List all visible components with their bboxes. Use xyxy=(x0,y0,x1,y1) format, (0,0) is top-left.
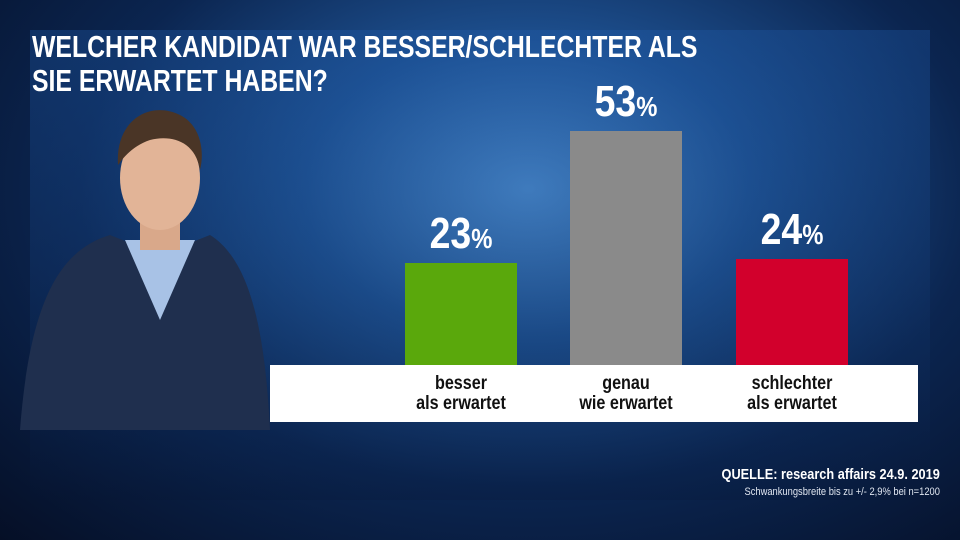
category-label: schlechter als erwartet xyxy=(747,373,837,414)
category-label: besser als erwartet xyxy=(416,373,506,414)
value-label: 23% xyxy=(429,209,493,259)
value-label: 24% xyxy=(760,204,824,254)
label-strip xyxy=(270,365,918,422)
value-label: 53% xyxy=(594,76,658,126)
source: QUELLE: research affairs 24.9. 2019 xyxy=(721,466,940,483)
footnote: Schwankungsbreite bis zu +/- 2,9% bei n=… xyxy=(744,486,940,498)
chart-title: WELCHER KANDIDAT WAR BESSER/SCHLECHTER A… xyxy=(32,29,698,98)
bar xyxy=(736,258,848,365)
category-label: genau wie erwartet xyxy=(579,373,673,414)
bar xyxy=(405,263,517,365)
bar xyxy=(570,130,682,365)
